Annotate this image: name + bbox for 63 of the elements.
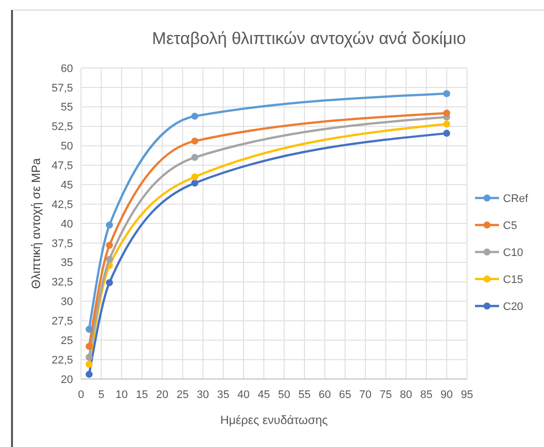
x-tick-label: 75 [380,389,392,401]
point [443,110,450,117]
y-tick-label: 42,5 [52,198,73,211]
point [191,138,198,145]
y-tick-label: 30 [60,296,73,308]
point [443,120,450,128]
point [86,354,93,361]
y-tick-label: 25 [60,334,73,347]
x-tick-label: 95 [460,389,474,401]
y-tick-label: 22,5 [52,354,73,366]
y-tick-label: 32,5 [52,276,73,289]
point [191,173,198,180]
y-tick-label: 40 [60,218,73,230]
y-tick-label: 52,5 [52,121,73,134]
point [191,154,198,161]
x-tick-label: 15 [136,389,148,401]
y-tick-label: 45 [60,179,73,192]
y-axis-title: Θλιπτική αντοχή σε MPa [29,158,43,289]
x-tick-label: 25 [176,389,189,401]
point [443,130,450,137]
legend-label: C10 [503,246,524,259]
y-tick-label: 27,5 [52,316,73,328]
x-tick-label: 40 [237,389,250,401]
point [191,180,198,187]
legend-label: C5 [503,220,518,232]
x-tick-label: 0 [78,389,84,401]
x-tick-label: 65 [338,389,352,401]
y-tick-label: 37,5 [52,238,73,250]
point [86,326,93,333]
x-tick-label: 55 [298,389,311,401]
x-axis-title: Ημέρες ενυδάτωσης [220,413,328,427]
x-tick-label: 10 [116,389,128,401]
point [106,279,113,286]
x-tick-label: 20 [156,389,168,401]
x-tick-label: 35 [217,389,230,401]
x-tick-label: 85 [420,389,432,401]
x-tick-label: 50 [278,389,290,401]
legend-label: CRef [503,192,530,205]
point [106,222,113,229]
x-tick-label: 90 [440,389,453,401]
y-tick-label: 35 [60,257,73,270]
point [86,342,93,350]
legend-label: C15 [503,274,524,286]
point [106,256,113,263]
point [106,242,113,249]
x-tick-label: 60 [318,389,331,401]
point [86,370,93,378]
y-tick-label: 47,5 [52,160,73,172]
y-tick-label: 57,5 [52,82,73,94]
y-tick-label: 50 [60,140,73,153]
point [191,112,198,120]
y-tick-label: 20 [60,374,73,386]
y-tick-label: 60 [60,62,73,75]
point [86,360,93,368]
legend-label: C20 [503,300,524,313]
x-tick-label: 70 [359,389,372,401]
y-tick-label: 55 [60,102,73,114]
point [443,90,450,98]
x-tick-label: 45 [258,389,270,401]
x-tick-label: 5 [98,389,104,401]
x-tick-label: 80 [400,389,412,401]
chart-title: Μεταβολή θλιπτικών αντοχών ανά δοκίμιο [152,29,466,48]
x-tick-label: 30 [196,389,210,401]
